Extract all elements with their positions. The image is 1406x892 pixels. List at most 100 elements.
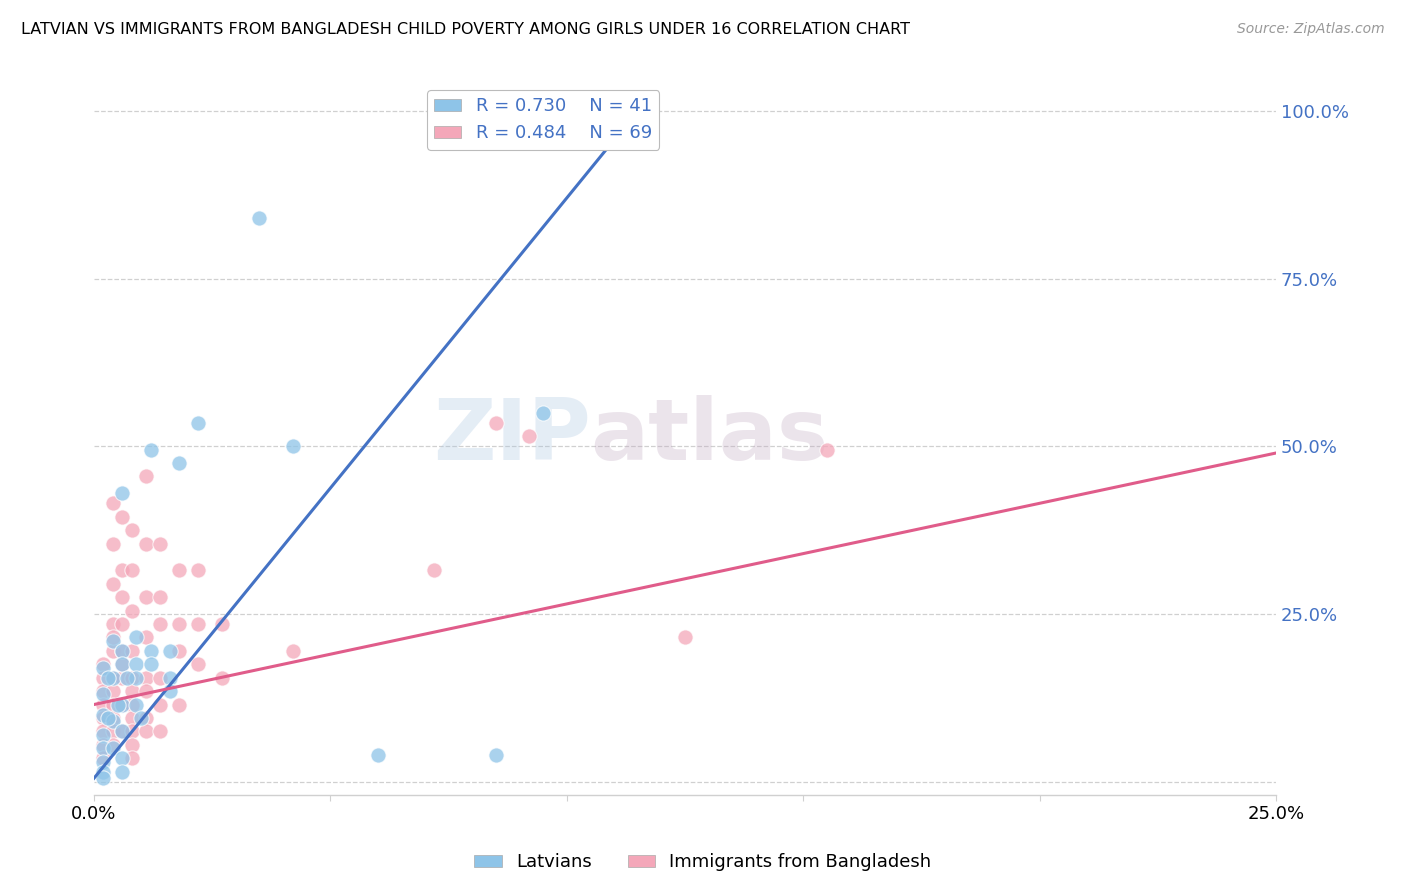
Point <box>93 707 115 722</box>
Point <box>111 617 134 632</box>
Point <box>97 671 120 685</box>
Point <box>93 688 115 702</box>
Point <box>125 631 148 645</box>
Point <box>111 698 134 712</box>
Point <box>93 671 115 685</box>
Point <box>815 442 838 457</box>
Point <box>121 738 143 752</box>
Point <box>149 591 172 605</box>
Point <box>101 724 124 739</box>
Point <box>135 591 157 605</box>
Point <box>135 631 157 645</box>
Point <box>125 698 148 712</box>
Point <box>93 755 115 769</box>
Point <box>101 536 124 550</box>
Point <box>111 644 134 658</box>
Point <box>149 617 172 632</box>
Point <box>121 604 143 618</box>
Point <box>101 698 124 712</box>
Point <box>111 724 134 739</box>
Text: atlas: atlas <box>591 395 828 478</box>
Point <box>139 657 162 672</box>
Point <box>101 631 124 645</box>
Point <box>101 671 124 685</box>
Point <box>93 751 115 765</box>
Point <box>101 644 124 658</box>
Point <box>111 657 134 672</box>
Text: ZIP: ZIP <box>433 395 591 478</box>
Point <box>135 724 157 739</box>
Point <box>167 456 190 470</box>
Point <box>139 442 162 457</box>
Point <box>101 738 124 752</box>
Legend: Latvians, Immigrants from Bangladesh: Latvians, Immigrants from Bangladesh <box>467 847 939 879</box>
Point <box>187 617 209 632</box>
Text: LATVIAN VS IMMIGRANTS FROM BANGLADESH CHILD POVERTY AMONG GIRLS UNDER 16 CORRELA: LATVIAN VS IMMIGRANTS FROM BANGLADESH CH… <box>21 22 910 37</box>
Point <box>101 684 124 698</box>
Point <box>93 728 115 742</box>
Point <box>93 684 115 698</box>
Point <box>187 563 209 577</box>
Point <box>159 671 181 685</box>
Point <box>101 711 124 725</box>
Point <box>101 576 124 591</box>
Point <box>121 671 143 685</box>
Point <box>97 711 120 725</box>
Point <box>281 439 304 453</box>
Point <box>121 644 143 658</box>
Point <box>101 671 124 685</box>
Point <box>673 631 696 645</box>
Point <box>367 747 389 762</box>
Point <box>135 711 157 725</box>
Point <box>517 429 540 443</box>
Point <box>121 698 143 712</box>
Point <box>129 711 152 725</box>
Point <box>485 416 508 430</box>
Point <box>159 684 181 698</box>
Point <box>187 416 209 430</box>
Point <box>149 671 172 685</box>
Point <box>111 764 134 779</box>
Point <box>211 617 233 632</box>
Point <box>93 764 115 779</box>
Point <box>93 698 115 712</box>
Point <box>93 772 115 786</box>
Point <box>121 751 143 765</box>
Point <box>121 711 143 725</box>
Point <box>111 657 134 672</box>
Point <box>531 406 554 420</box>
Point <box>121 684 143 698</box>
Point <box>101 714 124 729</box>
Point <box>167 563 190 577</box>
Point <box>111 724 134 739</box>
Point <box>149 724 172 739</box>
Point <box>125 671 148 685</box>
Point <box>167 698 190 712</box>
Point <box>111 671 134 685</box>
Point <box>101 617 124 632</box>
Point <box>211 671 233 685</box>
Point <box>125 657 148 672</box>
Point <box>111 563 134 577</box>
Point <box>121 724 143 739</box>
Point <box>111 644 134 658</box>
Point <box>107 698 129 712</box>
Point <box>111 486 134 500</box>
Point <box>121 523 143 537</box>
Point <box>93 711 115 725</box>
Point <box>93 741 115 756</box>
Point <box>101 633 124 648</box>
Point <box>111 751 134 765</box>
Point <box>485 747 508 762</box>
Point <box>93 738 115 752</box>
Point <box>423 563 446 577</box>
Point <box>101 741 124 756</box>
Legend: R = 0.730    N = 41, R = 0.484    N = 69: R = 0.730 N = 41, R = 0.484 N = 69 <box>427 90 659 150</box>
Point <box>111 591 134 605</box>
Point <box>135 671 157 685</box>
Point <box>93 724 115 739</box>
Point <box>159 644 181 658</box>
Point <box>93 660 115 674</box>
Point <box>121 563 143 577</box>
Point <box>167 644 190 658</box>
